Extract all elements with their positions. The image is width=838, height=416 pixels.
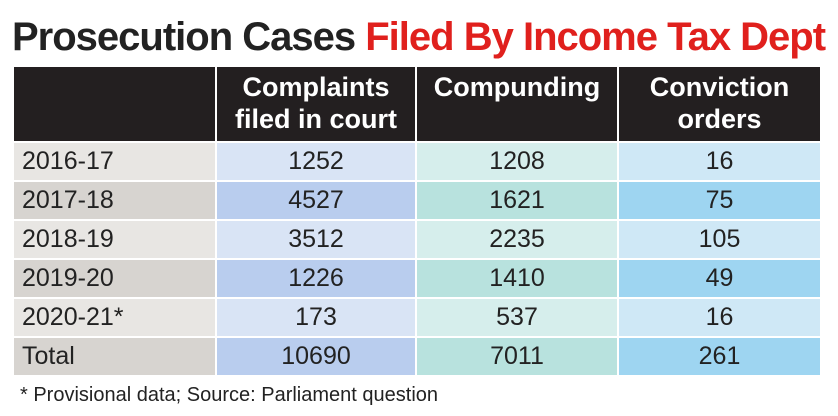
- row-label: 2016-17: [14, 141, 216, 181]
- cell-compunding: 1621: [415, 180, 618, 220]
- cell-conviction: 16: [617, 141, 820, 181]
- header-compunding: Compunding: [415, 67, 618, 142]
- cell-compunding: 1410: [415, 258, 618, 298]
- table-row: 2020-21* 173 537 16: [14, 297, 820, 337]
- row-label: 2019-20: [14, 258, 216, 298]
- data-table: Complaints filed in court Compunding Conv…: [14, 67, 820, 375]
- cell-complaints: 1226: [215, 258, 416, 298]
- cell-conviction: 16: [617, 297, 820, 337]
- cell-conviction: 261: [617, 336, 820, 375]
- cell-compunding: 537: [415, 297, 618, 337]
- header-blank: [14, 67, 216, 142]
- cell-complaints: 3512: [215, 219, 416, 259]
- cell-complaints: 1252: [215, 141, 416, 181]
- table-row: 2016-17 1252 1208 16: [14, 141, 820, 181]
- row-label: 2018-19: [14, 219, 216, 259]
- cell-conviction: 75: [617, 180, 820, 220]
- cell-complaints: 173: [215, 297, 416, 337]
- header-complaints: Complaints filed in court: [215, 67, 416, 142]
- cell-compunding: 2235: [415, 219, 618, 259]
- table-row-total: Total 10690 7011 261: [14, 336, 820, 375]
- cell-compunding: 1208: [415, 141, 618, 181]
- title-part-2: Filed By Income Tax Dept: [365, 15, 826, 59]
- cell-conviction: 105: [617, 219, 820, 259]
- cell-compunding: 7011: [415, 336, 618, 375]
- title-part-1: Prosecution Cases: [12, 15, 366, 59]
- table-row: 2017-18 4527 1621 75: [14, 180, 820, 220]
- chart-title: Prosecution Cases Filed By Income Tax De…: [12, 14, 826, 60]
- row-label: 2020-21*: [14, 297, 216, 337]
- footnote: * Provisional data; Source: Parliament q…: [20, 384, 439, 406]
- row-label: 2017-18: [14, 180, 216, 220]
- row-label: Total: [14, 336, 216, 375]
- cell-conviction: 49: [617, 258, 820, 298]
- cell-complaints: 10690: [215, 336, 416, 375]
- cell-complaints: 4527: [215, 180, 416, 220]
- header-conviction: Conviction orders: [617, 67, 820, 142]
- table-row: 2019-20 1226 1410 49: [14, 258, 820, 298]
- table-header: Complaints filed in court Compunding Conv…: [14, 67, 820, 142]
- table-row: 2018-19 3512 2235 105: [14, 219, 820, 259]
